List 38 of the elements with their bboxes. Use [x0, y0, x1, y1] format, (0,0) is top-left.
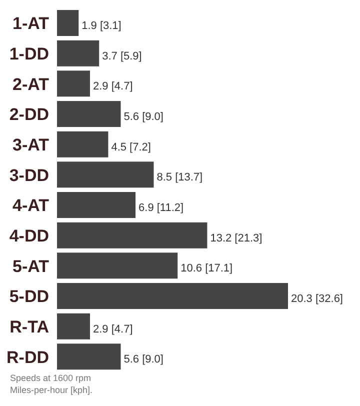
bar	[57, 252, 178, 279]
bar	[57, 222, 208, 248]
y-tick-label: R-DD	[6, 348, 49, 367]
bar	[57, 283, 288, 309]
bar	[57, 313, 90, 340]
data-label: 4.5 [7.2]	[111, 141, 151, 154]
data-label: 10.6 [17.1]	[180, 262, 233, 275]
text: Speeds at 1600 rpm	[10, 372, 92, 384]
y-tick-label: 1-AT	[12, 14, 50, 34]
bar	[57, 131, 108, 158]
data-label: 2.9 [4.7]	[93, 323, 133, 336]
bar	[57, 10, 79, 36]
data-label: 2.9 [4.7]	[93, 80, 133, 93]
data-label: 13.2 [21.3]	[210, 232, 262, 244]
data-label: 3.7 [5.9]	[102, 50, 142, 62]
data-label: 1.9 [3.1]	[82, 20, 122, 32]
data-label: 8.5 [13.7]	[156, 172, 203, 184]
data-label: 20.3 [32.6]	[291, 293, 343, 305]
y-tick-label: 4-AT	[12, 196, 50, 216]
bar	[57, 162, 154, 188]
bar	[57, 344, 121, 370]
bar	[57, 101, 121, 127]
y-tick-label: 1-DD	[9, 44, 49, 64]
data-label: 5.6 [9.0]	[124, 354, 164, 366]
y-tick-label: 3-AT	[12, 136, 50, 155]
y-tick-label: 3-DD	[9, 166, 49, 185]
y-tick-label: 2-AT	[12, 74, 50, 94]
data-label: 5.6 [9.0]	[124, 111, 164, 123]
bar	[57, 70, 90, 97]
text: Miles-per-hour [kph].	[10, 384, 94, 396]
bar	[57, 40, 100, 66]
y-tick-label: 5-DD	[9, 287, 49, 306]
bar	[57, 192, 136, 218]
y-tick-label: 4-DD	[9, 226, 49, 246]
data-label: 6.9 [11.2]	[138, 202, 184, 214]
y-tick-label: R-TA	[10, 318, 49, 337]
y-tick-label: 2-DD	[9, 105, 49, 124]
y-tick-label: 5-AT	[12, 256, 50, 276]
